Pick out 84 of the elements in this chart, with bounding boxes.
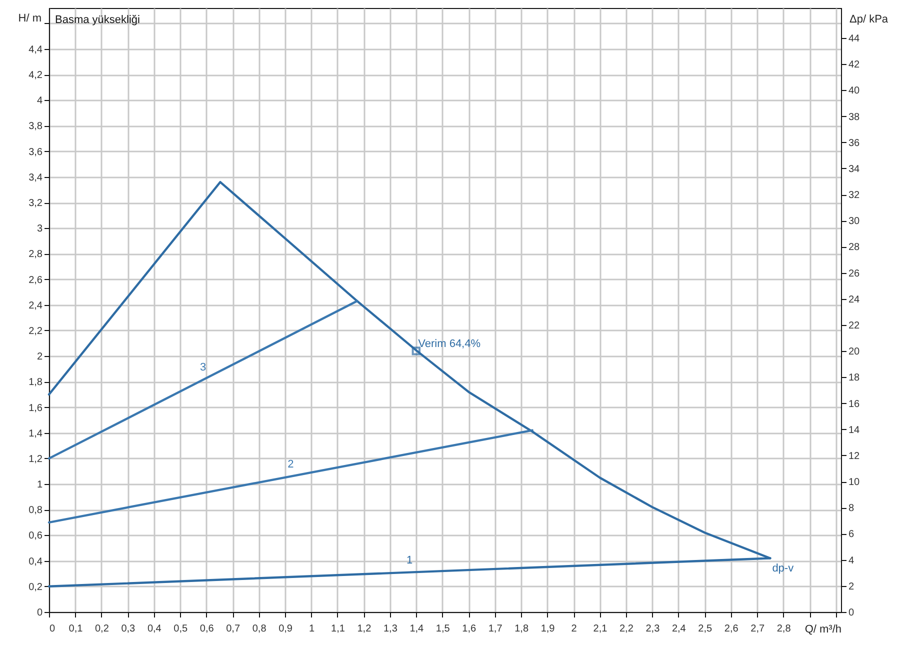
- y2-tick-label: 20: [848, 346, 860, 358]
- x-tick-label: 1,6: [462, 624, 476, 634]
- y-tick-label: 2: [36, 352, 43, 363]
- y2-axis-title: Δp/ kPa: [850, 14, 889, 26]
- y2-tick-label: 40: [848, 86, 860, 97]
- annotation: dp-v: [772, 562, 794, 574]
- y-tick-label: 2,6: [28, 274, 43, 286]
- series-label: 2: [288, 458, 294, 470]
- y2-tick-label: 10: [848, 477, 860, 488]
- y2-tick-label: 12: [848, 450, 860, 462]
- y-tick-label: 2,2: [28, 326, 43, 337]
- y-tick-label: 0,2: [28, 582, 43, 593]
- y-tick-label: 3,2: [28, 198, 43, 210]
- y2-tick-label: 32: [848, 190, 860, 202]
- x-tick-label: 2,4: [672, 624, 686, 634]
- y-tick-label: 3,6: [28, 146, 43, 158]
- y-tick-label: 4,2: [28, 70, 43, 82]
- y2-tick-label: 2: [848, 581, 854, 592]
- x-tick-label: 0,7: [226, 624, 240, 634]
- x-axis-title: Q/ m³/h: [804, 624, 842, 636]
- y-tick-label: 0,6: [28, 530, 43, 542]
- y-axis-title: H/ m: [18, 12, 42, 24]
- y2-tick-label: 8: [848, 503, 854, 514]
- y-tick-label: 1,4: [28, 428, 43, 440]
- y-tick-label: 1,2: [28, 454, 43, 465]
- y-tick-label: 2,4: [28, 300, 43, 312]
- x-tick-label: 1,5: [436, 624, 450, 634]
- x-tick-label: 2,8: [776, 624, 792, 634]
- y2-tick-label: 24: [848, 294, 860, 306]
- y-tick-label: 3,8: [28, 121, 43, 132]
- y2-tick-label: 36: [848, 138, 860, 149]
- x-tick-label: 0,8: [252, 624, 267, 634]
- y2-tick-label: 16: [848, 398, 860, 410]
- x-tick-label: 2,5: [698, 624, 713, 634]
- y2-tick-label: 28: [848, 242, 860, 254]
- y2-tick-label: 22: [848, 320, 860, 332]
- x-tick-label: 0,1: [68, 624, 84, 634]
- x-tick-label: 1,1: [331, 624, 346, 634]
- y-tick-label: 3: [36, 224, 43, 235]
- x-tick-label: 2,1: [593, 624, 608, 634]
- x-tick-label: 0,3: [121, 624, 136, 634]
- x-tick-label: 1,4: [410, 624, 424, 634]
- x-tick-label: 2,7: [750, 624, 765, 634]
- y2-tick-label: 38: [848, 112, 860, 123]
- x-tick-label: 0: [50, 624, 56, 634]
- series-label: 3: [200, 362, 206, 374]
- y2-tick-label: 44: [848, 34, 860, 45]
- y2-tick-label: 26: [848, 268, 860, 280]
- x-tick-label: 1,3: [383, 624, 398, 634]
- y2-tick-label: 4: [848, 555, 854, 566]
- x-tick-label: 2,3: [646, 624, 660, 634]
- x-tick-label: 0,9: [278, 624, 293, 634]
- x-tick-label: 0,6: [200, 624, 214, 634]
- x-tick-label: 0,5: [174, 624, 188, 634]
- y2-tick-label: 30: [848, 216, 860, 228]
- y2-tick-label: 14: [848, 424, 860, 436]
- y-tick-label: 0: [36, 608, 43, 618]
- x-tick-label: 1,7: [488, 624, 503, 634]
- y2-tick-label: 0: [848, 608, 854, 618]
- y-tick-label: 3,4: [28, 172, 43, 184]
- x-tick-label: 2,2: [620, 624, 634, 634]
- y-tick-label: 1: [36, 480, 43, 491]
- y-tick-label: 1,8: [28, 377, 43, 388]
- y-tick-label: 2,8: [28, 249, 43, 260]
- annotation: Basma yüksekliği: [55, 14, 140, 26]
- y2-tick-label: 42: [848, 60, 860, 71]
- y-tick-label: 4,4: [28, 44, 43, 56]
- x-tick-label: 1,2: [357, 624, 372, 634]
- series-label: 1: [406, 554, 413, 566]
- y-tick-label: 0,4: [28, 556, 43, 568]
- y2-tick-label: 18: [848, 372, 860, 384]
- annotation: Verim 64,4%: [418, 338, 481, 350]
- y-tick-label: 1,6: [28, 402, 43, 414]
- x-tick-label: 2,6: [724, 624, 739, 634]
- y-tick-label: 4: [36, 96, 43, 107]
- x-tick-label: 1,9: [540, 624, 556, 634]
- y2-tick-label: 6: [848, 529, 854, 540]
- y-tick-label: 0,8: [28, 505, 43, 516]
- x-tick-label: 2: [571, 624, 578, 634]
- y2-tick-label: 34: [848, 164, 860, 175]
- x-tick-label: 0,4: [147, 624, 162, 634]
- x-tick-label: 0,2: [94, 624, 110, 634]
- x-tick-label: 1: [308, 624, 315, 634]
- x-tick-label: 1,8: [514, 624, 529, 634]
